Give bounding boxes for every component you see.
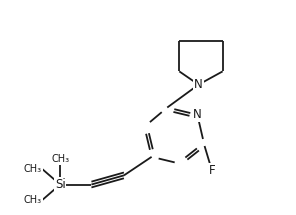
Text: CH₃: CH₃ — [24, 195, 42, 205]
Text: N: N — [194, 78, 203, 91]
Text: CH₃: CH₃ — [24, 164, 42, 174]
Text: CH₃: CH₃ — [51, 154, 69, 164]
Text: N: N — [193, 108, 202, 121]
Text: F: F — [208, 164, 215, 177]
Text: Si: Si — [55, 178, 65, 191]
